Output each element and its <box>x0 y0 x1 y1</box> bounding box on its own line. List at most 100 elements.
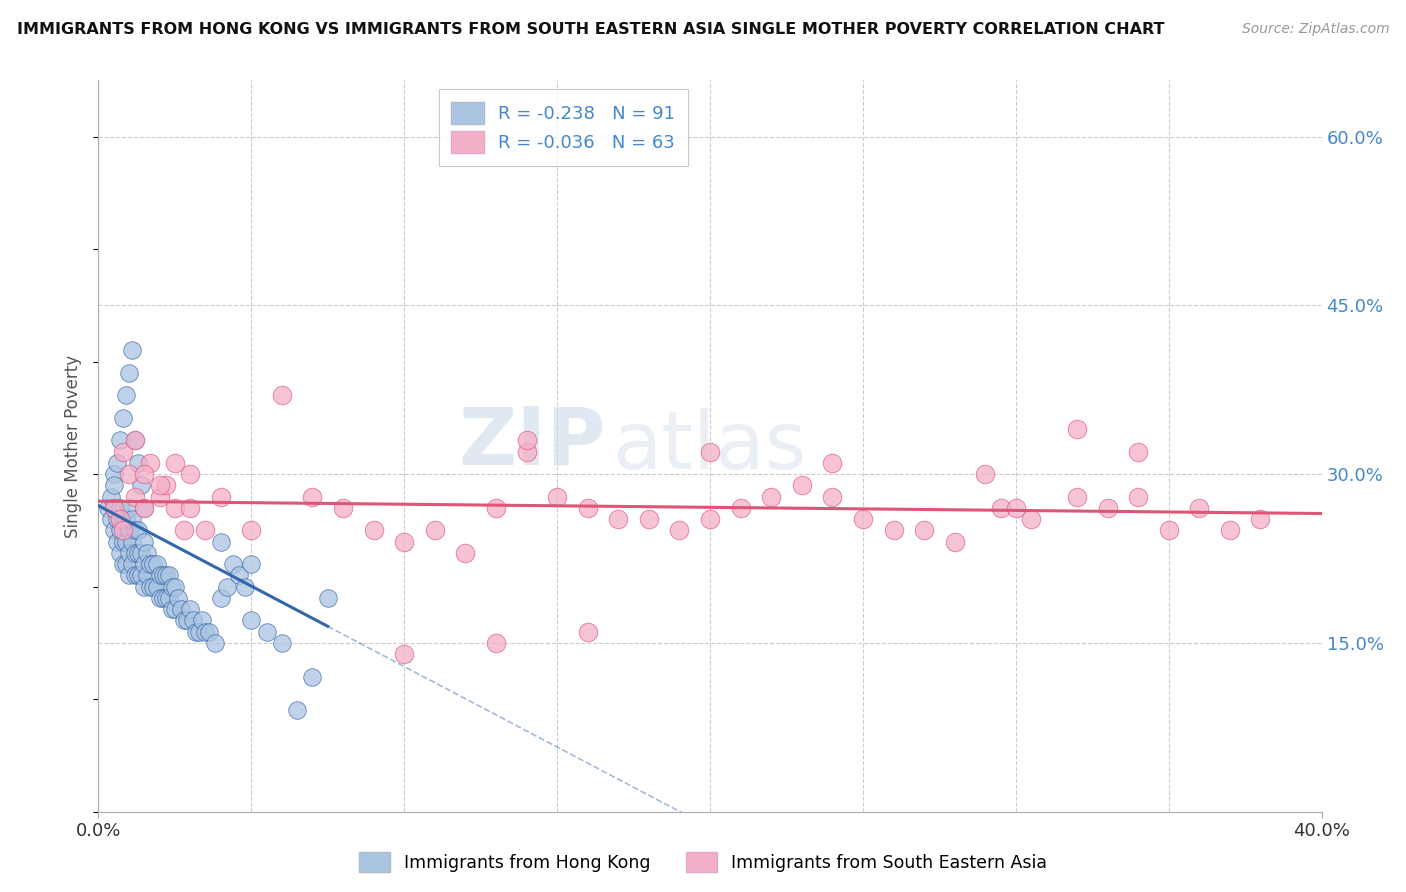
Point <box>821 490 844 504</box>
Point <box>943 534 966 549</box>
Point <box>163 456 186 470</box>
Point <box>118 500 141 515</box>
Point <box>546 490 568 504</box>
Point <box>118 568 141 582</box>
Point <box>516 444 538 458</box>
Point <box>167 591 190 605</box>
Point <box>607 512 630 526</box>
Point <box>270 636 292 650</box>
Point <box>176 614 198 628</box>
Point <box>730 500 752 515</box>
Point <box>97 500 120 515</box>
Point <box>163 580 186 594</box>
Point <box>1128 490 1150 504</box>
Point <box>215 580 238 594</box>
Point <box>115 557 138 571</box>
Point <box>149 568 172 582</box>
Point <box>821 456 844 470</box>
Point <box>1066 490 1088 504</box>
Point <box>179 467 201 482</box>
Point <box>576 624 599 639</box>
Point <box>485 636 508 650</box>
Point <box>124 524 146 538</box>
Point <box>118 546 141 560</box>
Point <box>233 580 256 594</box>
Point <box>149 490 172 504</box>
Point <box>145 580 167 594</box>
Point <box>127 546 149 560</box>
Point <box>228 568 250 582</box>
Point <box>145 557 167 571</box>
Point <box>699 444 721 458</box>
Point <box>240 614 263 628</box>
Point <box>1097 500 1119 515</box>
Point <box>134 557 156 571</box>
Point <box>118 524 141 538</box>
Point <box>209 534 232 549</box>
Point <box>240 557 263 571</box>
Point <box>699 512 721 526</box>
Point <box>256 624 278 639</box>
Point <box>111 524 134 538</box>
Point <box>121 343 143 358</box>
Point <box>423 524 446 538</box>
Point <box>186 624 208 639</box>
Point <box>111 512 134 526</box>
Text: Source: ZipAtlas.com: Source: ZipAtlas.com <box>1241 22 1389 37</box>
Point <box>115 512 138 526</box>
Point <box>103 478 125 492</box>
Point <box>1188 500 1211 515</box>
Point <box>209 591 232 605</box>
Point <box>105 512 128 526</box>
Point <box>100 490 122 504</box>
Point <box>392 647 416 661</box>
Point <box>134 500 156 515</box>
Point <box>170 602 193 616</box>
Point <box>188 624 211 639</box>
Point <box>1004 500 1026 515</box>
Point <box>990 500 1012 515</box>
Point <box>118 467 141 482</box>
Point <box>270 388 292 402</box>
Point <box>155 591 177 605</box>
Point <box>155 478 177 492</box>
Point <box>173 524 195 538</box>
Point <box>222 557 245 571</box>
Point <box>115 388 138 402</box>
Point <box>149 478 172 492</box>
Point <box>134 500 156 515</box>
Point <box>111 444 134 458</box>
Point <box>194 524 217 538</box>
Point <box>576 500 599 515</box>
Point <box>121 557 143 571</box>
Point <box>883 524 905 538</box>
Point <box>179 602 201 616</box>
Point <box>181 614 204 628</box>
Point <box>194 624 217 639</box>
Point <box>139 456 162 470</box>
Point <box>163 602 186 616</box>
Point <box>129 478 152 492</box>
Point <box>157 591 180 605</box>
Point <box>1128 444 1150 458</box>
Point <box>129 546 152 560</box>
Point <box>134 467 156 482</box>
Point <box>139 580 162 594</box>
Point <box>157 568 180 582</box>
Point <box>160 580 183 594</box>
Point <box>124 434 146 448</box>
Point <box>179 500 201 515</box>
Point <box>139 557 162 571</box>
Point <box>105 456 128 470</box>
Point <box>240 524 263 538</box>
Point <box>363 524 385 538</box>
Point <box>1157 524 1180 538</box>
Point <box>111 534 134 549</box>
Point <box>637 512 661 526</box>
Point <box>197 624 219 639</box>
Point <box>163 500 186 515</box>
Point <box>108 500 131 515</box>
Point <box>129 568 152 582</box>
Point <box>852 512 875 526</box>
Point <box>668 524 690 538</box>
